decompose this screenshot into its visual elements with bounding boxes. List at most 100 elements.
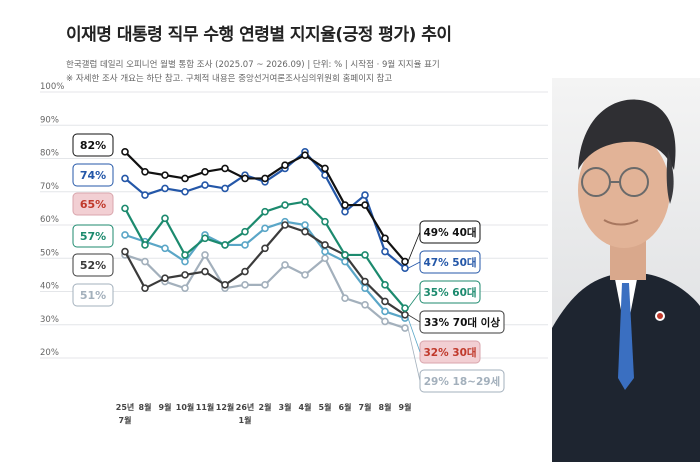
- data-point: [341, 201, 349, 209]
- y-tick-label: 50%: [40, 248, 59, 258]
- data-point: [341, 294, 349, 302]
- data-point: [381, 247, 389, 256]
- data-point: [401, 257, 409, 266]
- y-tick-label: 60%: [40, 215, 59, 225]
- data-point: [321, 217, 329, 226]
- start-label: 65%: [80, 198, 106, 211]
- data-point: [321, 164, 329, 173]
- data-point: [141, 257, 149, 266]
- data-point: [161, 184, 169, 193]
- data-point: [141, 168, 149, 176]
- data-point: [321, 241, 329, 249]
- y-tick-label: 40%: [40, 282, 59, 292]
- end-label: 32% 30대: [423, 346, 476, 359]
- data-point: [201, 267, 209, 276]
- end-label: 47% 50대: [423, 256, 476, 269]
- x-tick-label: 5월: [319, 402, 332, 412]
- data-point: [381, 281, 389, 289]
- data-point: [121, 204, 129, 213]
- data-point: [241, 174, 249, 183]
- data-point: [401, 310, 409, 319]
- x-tick-label: 8월: [139, 402, 152, 412]
- end-leader-line: [407, 261, 421, 269]
- data-point: [381, 307, 389, 316]
- data-point: [261, 174, 269, 183]
- data-point: [261, 224, 269, 233]
- start-label-box: [72, 224, 114, 248]
- x-tick-label: 11월: [196, 402, 215, 412]
- start-label: 51%: [80, 289, 106, 302]
- end-label: 35% 60대: [423, 286, 476, 299]
- y-tick-label: 20%: [40, 348, 59, 358]
- data-point: [361, 191, 369, 199]
- data-point: [241, 241, 249, 249]
- data-point: [381, 234, 389, 243]
- data-point: [361, 277, 369, 286]
- x-tick-label: 4월: [299, 402, 312, 412]
- data-point: [361, 201, 369, 209]
- data-point: [381, 317, 389, 326]
- data-point: [121, 148, 129, 156]
- data-point: [201, 251, 209, 259]
- start-label-box: [72, 253, 114, 277]
- y-tick-label: 30%: [40, 315, 59, 325]
- end-label: 49% 40대: [423, 226, 476, 239]
- x-tick-label: 10월: [176, 402, 195, 412]
- data-point: [301, 271, 309, 279]
- end-leader-line: [407, 314, 421, 323]
- x-tick-label: 9월: [159, 402, 172, 412]
- data-point: [261, 244, 269, 253]
- data-point: [201, 168, 209, 176]
- data-point: [181, 251, 189, 259]
- chart-footnote: ※ 자세한 조사 개요는 하단 참고. 구체적 내용은 중앙선거여론조사심의위원…: [66, 74, 393, 84]
- data-point: [121, 231, 129, 239]
- x-tick-label: 12월: [216, 402, 235, 412]
- data-point: [261, 207, 269, 216]
- data-point: [401, 304, 409, 312]
- end-label: 33% 70대 이상: [424, 316, 500, 329]
- start-label-box: [72, 283, 114, 307]
- data-point: [221, 281, 229, 289]
- start-label: 52%: [80, 259, 106, 272]
- data-point: [401, 324, 409, 332]
- data-point: [181, 187, 189, 196]
- start-label: 74%: [80, 169, 106, 182]
- data-point: [181, 174, 189, 183]
- series-line: [124, 223, 406, 316]
- end-label: 29% 18~29세: [424, 375, 500, 388]
- x-tick-label: 3월: [279, 402, 292, 412]
- x-tick-label: 2월: [259, 402, 272, 412]
- data-point: [281, 201, 289, 209]
- end-leader-line: [407, 317, 421, 353]
- data-point: [281, 261, 289, 269]
- chart-source-note: 한국갤럽 데일리 오피니언 월별 통합 조사 (2025.07 ~ 2026.0…: [66, 60, 440, 70]
- start-label: 82%: [80, 139, 106, 152]
- y-tick-label: 70%: [40, 182, 59, 192]
- data-point: [381, 297, 389, 306]
- data-point: [121, 174, 129, 183]
- start-label: 57%: [80, 230, 106, 243]
- data-point: [201, 181, 209, 189]
- data-point: [141, 191, 149, 199]
- data-point: [361, 300, 369, 309]
- data-point: [361, 251, 369, 259]
- data-point: [181, 257, 189, 266]
- start-label-box: [72, 133, 114, 157]
- data-point: [301, 151, 309, 159]
- data-point: [241, 281, 249, 289]
- data-point: [181, 271, 189, 279]
- data-point: [321, 247, 329, 256]
- end-leader-line: [407, 291, 421, 309]
- y-tick-label: 90%: [40, 115, 59, 125]
- start-label-box: [72, 192, 114, 216]
- chart-title: 이재명 대통령 직무 수행 연령별 지지율(긍정 평가) 추이: [66, 25, 452, 45]
- data-point: [181, 284, 189, 292]
- data-point: [361, 284, 369, 292]
- data-point: [221, 241, 229, 249]
- data-point: [161, 244, 169, 253]
- end-leader-line: [407, 327, 421, 382]
- x-tick-label: 25년: [116, 402, 135, 412]
- data-point: [141, 241, 149, 249]
- line-chart: 100% 90% 80% 70% 60% 50% 40% 30% 20% 25년 7월 8월 9월 10월…: [40, 82, 548, 425]
- x-tick-label: 8월: [379, 402, 392, 412]
